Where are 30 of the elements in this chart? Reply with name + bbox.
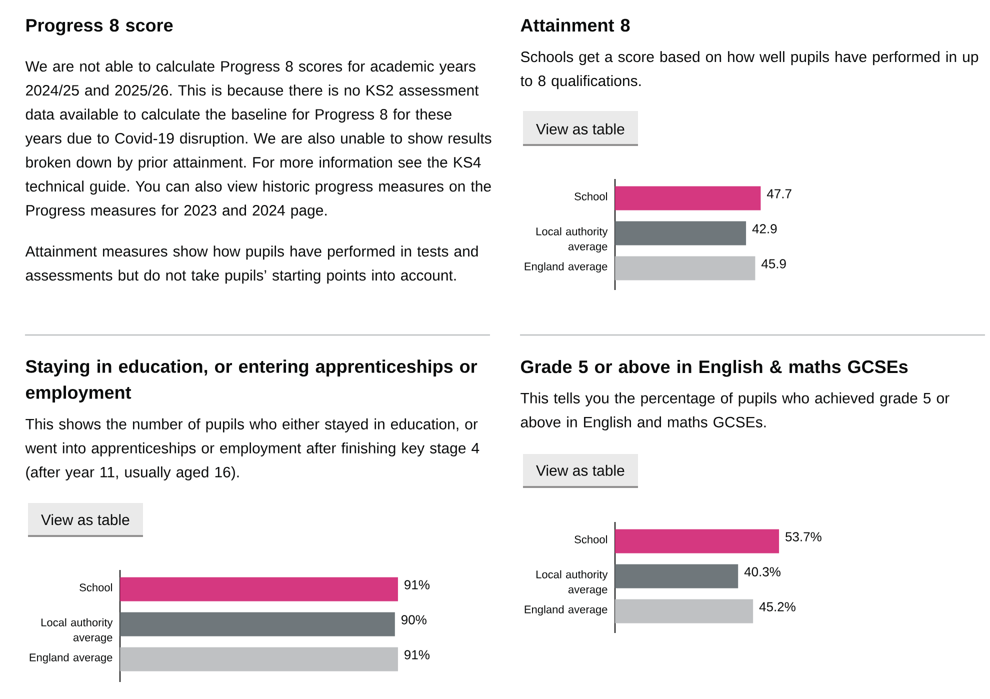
data-label: 91% [404, 580, 430, 590]
text: Attainment measures show how pupils have performed in tests and assessments but do not take pupils’ starting points into account. [25, 246, 478, 284]
chart-subtitle: This tells you the percentage of pupils who achieved grade 5 or above in English and maths GCSEs. [520, 392, 950, 430]
data-label: 45.9 [761, 259, 786, 268]
chart-title: Grade 5 or above in English & maths GCSEs [521, 360, 908, 377]
chart-title: Attainment 8 [520, 18, 630, 32]
data-label: 91% [404, 650, 430, 660]
y-tick-label: Local authority average [536, 227, 608, 253]
chart-subtitle: This shows the number of pupils who either stayed in education, or went into apprenticeships or employment after finishing key stage 4 (after year 11, usually aged 16). [25, 418, 480, 480]
data-label: 42.9 [752, 224, 777, 234]
text: View as table [536, 123, 624, 134]
text: We are not able to calculate Progress 8 scores for academic years 2024/25 and 2025/26. This is because there is no KS2 assessment data available to calculate the baseline for Progress 8 for these years due to Covid-19 disruption. We are also unable to show results broken down by prior attainment. For more information see the KS4 technical guide. You can also view historic progress measures on the Progress measures for 2023 and 2024 page. [25, 60, 492, 219]
y-tick-label: England average [524, 605, 608, 616]
y-tick-label: England average [30, 653, 112, 664]
y-tick-label: School [80, 583, 112, 592]
y-tick-label: School [574, 535, 607, 544]
data-label: 47.7 [766, 189, 792, 198]
text: Progress 8 score [26, 18, 173, 36]
data-label: 90% [401, 615, 426, 624]
y-tick-label: School [574, 192, 607, 200]
y-tick-label: Local authority average [41, 618, 113, 644]
data-label: 40.3% [744, 567, 780, 576]
text: View as table [41, 514, 130, 526]
chart-subtitle: Schools get a score based on how well pupils have performed in up to 8 qualifications. [520, 51, 978, 90]
y-tick-label: England average [524, 262, 608, 273]
y-tick-label: Local authority average [536, 570, 608, 596]
text: View as table [536, 464, 624, 476]
data-label: 53.7% [786, 532, 822, 542]
data-label: 45.2% [759, 602, 796, 612]
chart-title: Staying in education, or entering apprenticeships or employment [26, 360, 478, 402]
